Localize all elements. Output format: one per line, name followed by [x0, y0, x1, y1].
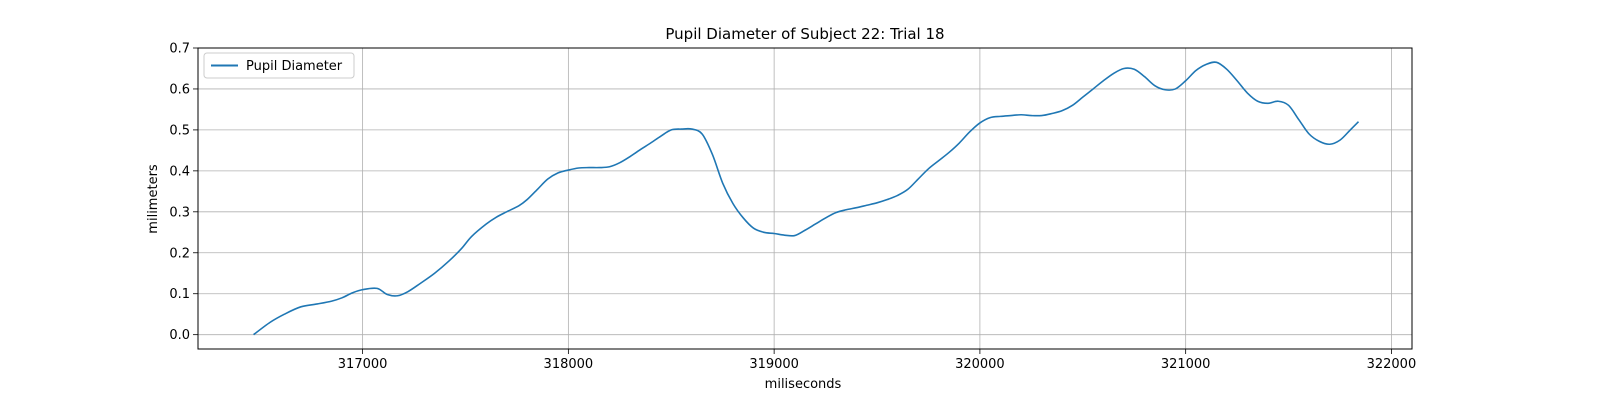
legend-box	[203, 52, 355, 79]
x-tick-label: 319000	[749, 357, 799, 372]
y-tick-label: 0.2	[169, 246, 190, 261]
x-tick-label: 320000	[955, 357, 1005, 372]
x-tick-label: 322000	[1367, 357, 1417, 372]
y-tick-label: 0.7	[169, 42, 190, 57]
y-tick-label: 0.5	[169, 123, 190, 138]
axis-ticks: 317000 318000 319000 320000 321000 322000 0.0 0…	[169, 42, 1416, 373]
x-axis-label: miliseconds	[765, 377, 842, 392]
y-tick-label: 0.1	[169, 287, 190, 302]
legend: Pupil Diameter	[203, 52, 355, 79]
y-tick-label: 0.6	[169, 82, 190, 97]
legend-label: Pupil Diameter	[246, 59, 343, 74]
y-tick-label: 0.3	[169, 205, 190, 220]
plot-frame	[197, 47, 1413, 350]
x-tick-label: 321000	[1161, 357, 1211, 372]
series-line	[253, 61, 1360, 336]
x-tick-label: 317000	[338, 357, 388, 372]
y-tick-label: 0.0	[169, 328, 190, 343]
x-tick-label: 318000	[544, 357, 594, 372]
y-axis-label: milimeters	[146, 164, 161, 234]
chart-title: Pupil Diameter of Subject 22: Trial 18	[665, 25, 944, 43]
plot-lines	[253, 61, 1360, 336]
y-tick-label: 0.4	[169, 164, 190, 179]
